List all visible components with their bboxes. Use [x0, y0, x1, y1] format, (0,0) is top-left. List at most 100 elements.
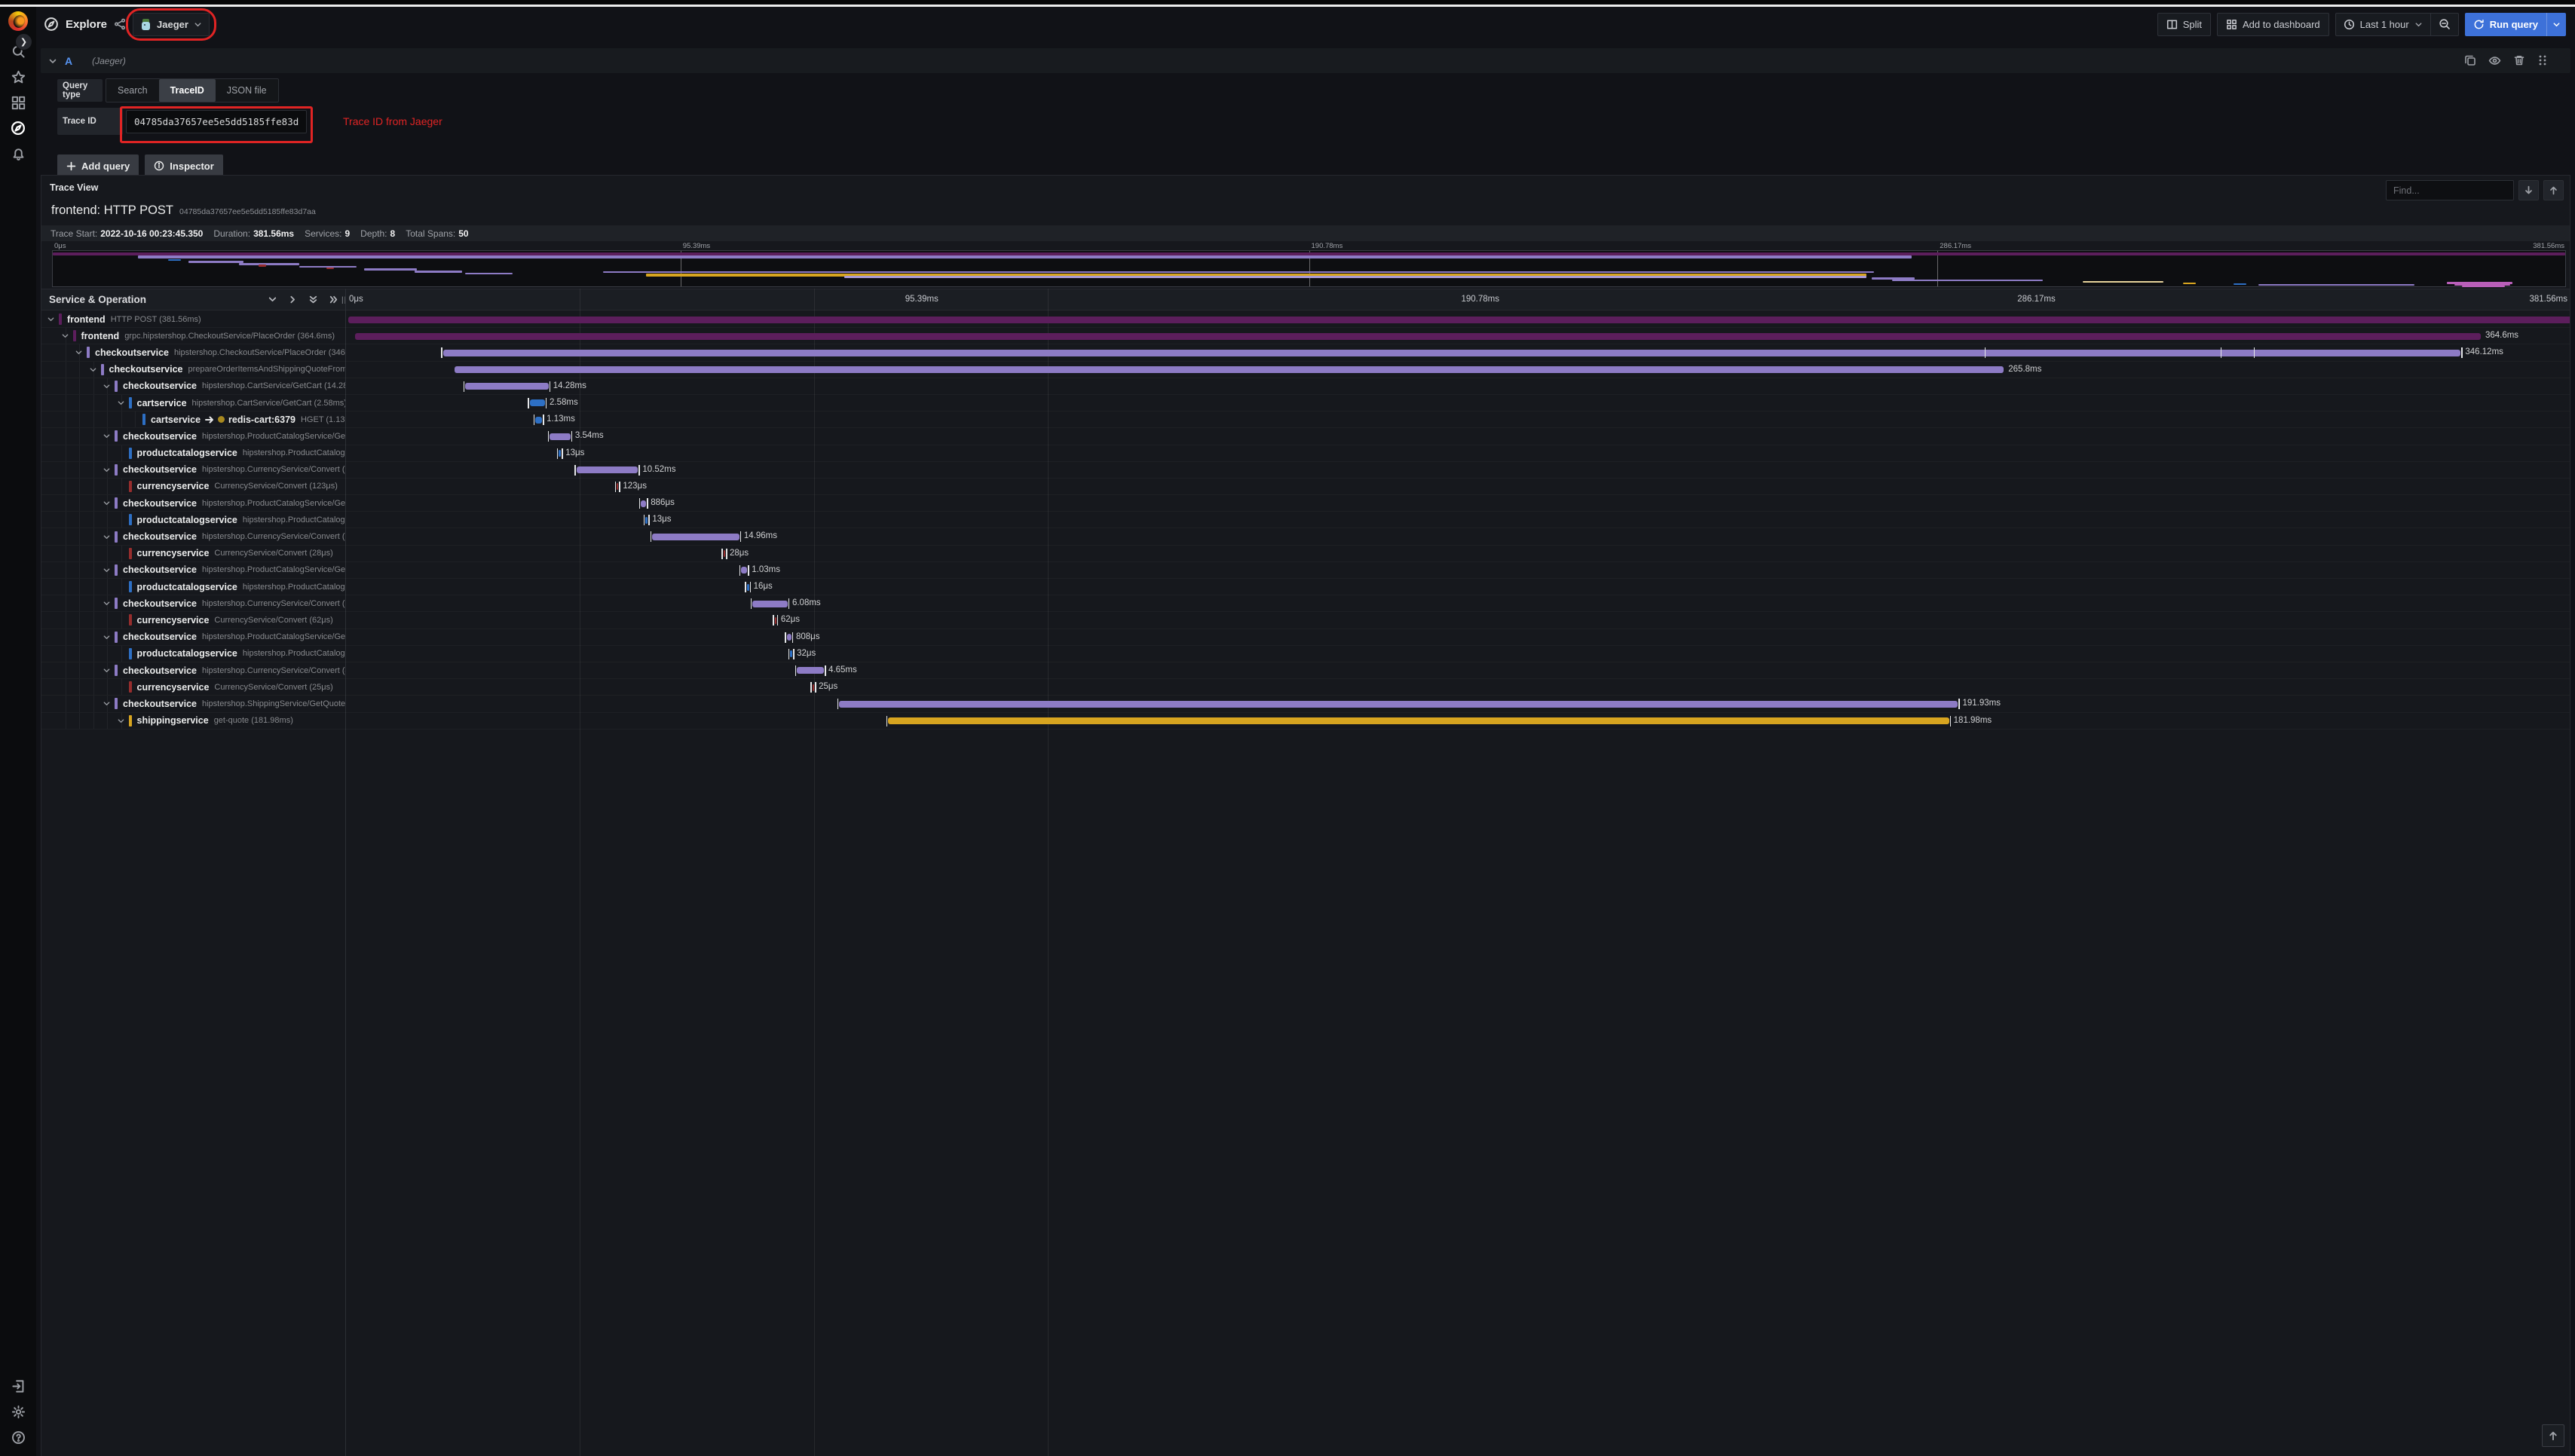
span-name-cell[interactable]: productcatalogservice hipstershop.Product… [41, 645, 345, 662]
span-bar[interactable] [442, 349, 2461, 356]
span-bar[interactable] [752, 600, 788, 607]
span-bar[interactable] [723, 550, 726, 558]
span-timeline-cell[interactable]: 13μs [345, 512, 2570, 528]
starred-icon[interactable] [0, 64, 36, 90]
scroll-to-top-button[interactable] [2542, 1424, 2564, 1447]
span-name-cell[interactable]: checkoutservice hipstershop.CheckoutServi… [41, 344, 345, 361]
span-row[interactable]: cartservice hipstershop.CartService/GetCa… [41, 394, 2570, 411]
span-timeline-cell[interactable]: 123μs [345, 479, 2570, 494]
chevron-down-icon[interactable] [117, 399, 127, 407]
run-query-dropdown[interactable] [2546, 12, 2566, 36]
span-bar[interactable] [348, 316, 2570, 323]
span-name-cell[interactable]: checkoutservice hipstershop.ProductCatalo… [41, 428, 345, 445]
span-row[interactable]: checkoutservice hipstershop.CurrencyServi… [41, 662, 2570, 679]
span-timeline-cell[interactable]: 28μs [345, 546, 2570, 561]
datasource-picker[interactable]: Jaeger [126, 8, 216, 41]
span-name-cell[interactable]: shippingservice get-quote (181.98ms) [41, 712, 345, 729]
inspector-button[interactable]: Inspector [145, 154, 223, 177]
span-timeline-cell[interactable]: 6.08ms [345, 595, 2570, 611]
span-bar[interactable] [741, 567, 748, 574]
help-icon[interactable] [0, 1424, 36, 1450]
span-bar[interactable] [786, 634, 791, 641]
span-row[interactable]: checkoutservice hipstershop.CartService/G… [41, 378, 2570, 395]
span-timeline-cell[interactable]: 13μs [345, 445, 2570, 461]
span-name-cell[interactable]: frontend grpc.hipstershop.CheckoutService… [41, 328, 345, 344]
span-row[interactable]: checkoutservice hipstershop.CheckoutServi… [41, 344, 2570, 361]
span-name-cell[interactable]: checkoutservice hipstershop.ProductCatalo… [41, 561, 345, 578]
span-name-cell[interactable]: currencyservice CurrencyService/Convert (… [41, 679, 345, 696]
span-row[interactable]: productcatalogservice hipstershop.Product… [41, 445, 2570, 462]
span-name-cell[interactable]: cartservice redis-cart:6379 HGET (1.13ms) [41, 411, 345, 428]
span-row[interactable]: cartservice redis-cart:6379 HGET (1.13ms) 1… [41, 411, 2570, 428]
span-row[interactable]: currencyservice CurrencyService/Convert (… [41, 679, 2570, 696]
delete-query-trash-icon[interactable] [2513, 54, 2525, 66]
span-timeline-cell[interactable]: 3.54ms [345, 428, 2570, 444]
chevron-down-icon[interactable] [103, 566, 113, 574]
span-name-cell[interactable]: checkoutservice hipstershop.CurrencyServi… [41, 528, 345, 545]
span-row[interactable]: checkoutservice hipstershop.ProductCatalo… [41, 495, 2570, 512]
span-timeline-cell[interactable] [345, 311, 2570, 327]
chevron-down-icon[interactable] [103, 699, 113, 708]
span-name-cell[interactable]: checkoutservice hipstershop.CurrencyServi… [41, 662, 345, 679]
span-row[interactable]: frontend HTTP POST (381.56ms) [41, 311, 2570, 328]
span-timeline-cell[interactable]: 14.28ms [345, 378, 2570, 394]
share-icon[interactable] [114, 18, 126, 30]
span-timeline-cell[interactable]: 10.52ms [345, 462, 2570, 478]
span-bar[interactable] [774, 616, 776, 624]
span-timeline-cell[interactable]: 1.13ms [345, 411, 2570, 427]
sidebar-expand-button[interactable]: ❯ [15, 33, 32, 50]
span-bar[interactable] [559, 450, 562, 457]
span-name-cell[interactable]: checkoutservice prepareOrderItemsAndShipp… [41, 361, 345, 378]
span-row[interactable]: currencyservice CurrencyService/Convert (… [41, 478, 2570, 495]
span-name-cell[interactable]: cartservice hipstershop.CartService/GetCa… [41, 394, 345, 411]
span-bar[interactable] [535, 416, 543, 424]
span-bar[interactable] [812, 684, 815, 691]
grafana-logo-icon[interactable] [8, 11, 28, 31]
drag-handle-icon[interactable] [2537, 54, 2548, 66]
span-bar[interactable] [550, 433, 571, 440]
span-row[interactable]: checkoutservice hipstershop.CurrencyServi… [41, 461, 2570, 479]
span-timeline-cell[interactable]: 181.98ms [345, 713, 2570, 729]
span-row[interactable]: productcatalogservice hipstershop.Product… [41, 645, 2570, 662]
span-row[interactable]: shippingservice get-quote (181.98ms) 181.9… [41, 712, 2570, 730]
span-name-cell[interactable]: currencyservice CurrencyService/Convert (… [41, 612, 345, 629]
chevron-down-icon[interactable] [103, 432, 113, 440]
span-bar[interactable] [790, 650, 793, 658]
chevron-down-icon[interactable] [103, 499, 113, 507]
find-input[interactable] [2386, 180, 2514, 200]
span-bar[interactable] [839, 700, 1958, 708]
duplicate-query-icon[interactable] [2464, 54, 2476, 66]
span-row[interactable]: checkoutservice hipstershop.ProductCatalo… [41, 629, 2570, 646]
tab-traceid[interactable]: TraceID [158, 79, 216, 102]
span-row[interactable]: checkoutservice hipstershop.CurrencyServi… [41, 595, 2570, 612]
explore-compass-icon[interactable] [0, 115, 36, 141]
span-bar[interactable] [645, 516, 648, 524]
chevron-down-icon[interactable] [103, 382, 113, 390]
span-row[interactable]: checkoutservice prepareOrderItemsAndShipp… [41, 361, 2570, 378]
find-next-button[interactable] [2518, 180, 2539, 200]
span-timeline-cell[interactable]: 1.03ms [345, 562, 2570, 578]
span-timeline-cell[interactable]: 364.6ms [345, 328, 2570, 344]
span-name-cell[interactable]: checkoutservice hipstershop.ProductCatalo… [41, 495, 345, 512]
span-name-cell[interactable]: checkoutservice hipstershop.CurrencyServi… [41, 595, 345, 612]
span-name-cell[interactable]: checkoutservice hipstershop.CurrencyServi… [41, 461, 345, 478]
span-name-cell[interactable]: productcatalogservice hipstershop.Product… [41, 445, 345, 461]
column-resize-handle[interactable]: || [341, 296, 348, 304]
chevron-down-icon[interactable] [89, 366, 100, 374]
span-bar[interactable] [529, 399, 545, 407]
span-timeline-cell[interactable]: 25μs [345, 679, 2570, 695]
span-timeline-cell[interactable]: 16μs [345, 579, 2570, 595]
span-bar[interactable] [746, 583, 749, 591]
span-bar[interactable] [652, 533, 739, 540]
expand-one-icon[interactable] [288, 295, 298, 304]
span-timeline-cell[interactable]: 32μs [345, 646, 2570, 662]
span-name-cell[interactable]: currencyservice CurrencyService/Convert (… [41, 545, 345, 561]
span-row[interactable]: checkoutservice hipstershop.ProductCatalo… [41, 428, 2570, 445]
time-range-button[interactable]: Last 1 hour [2336, 14, 2430, 35]
span-name-cell[interactable]: checkoutservice hipstershop.ShippingServi… [41, 696, 345, 712]
chevron-down-icon[interactable] [117, 717, 127, 725]
span-bar[interactable] [617, 483, 619, 491]
span-timeline-cell[interactable]: 4.65ms [345, 662, 2570, 678]
span-row[interactable]: productcatalogservice hipstershop.Product… [41, 579, 2570, 595]
span-row[interactable]: frontend grpc.hipstershop.CheckoutService… [41, 328, 2570, 344]
